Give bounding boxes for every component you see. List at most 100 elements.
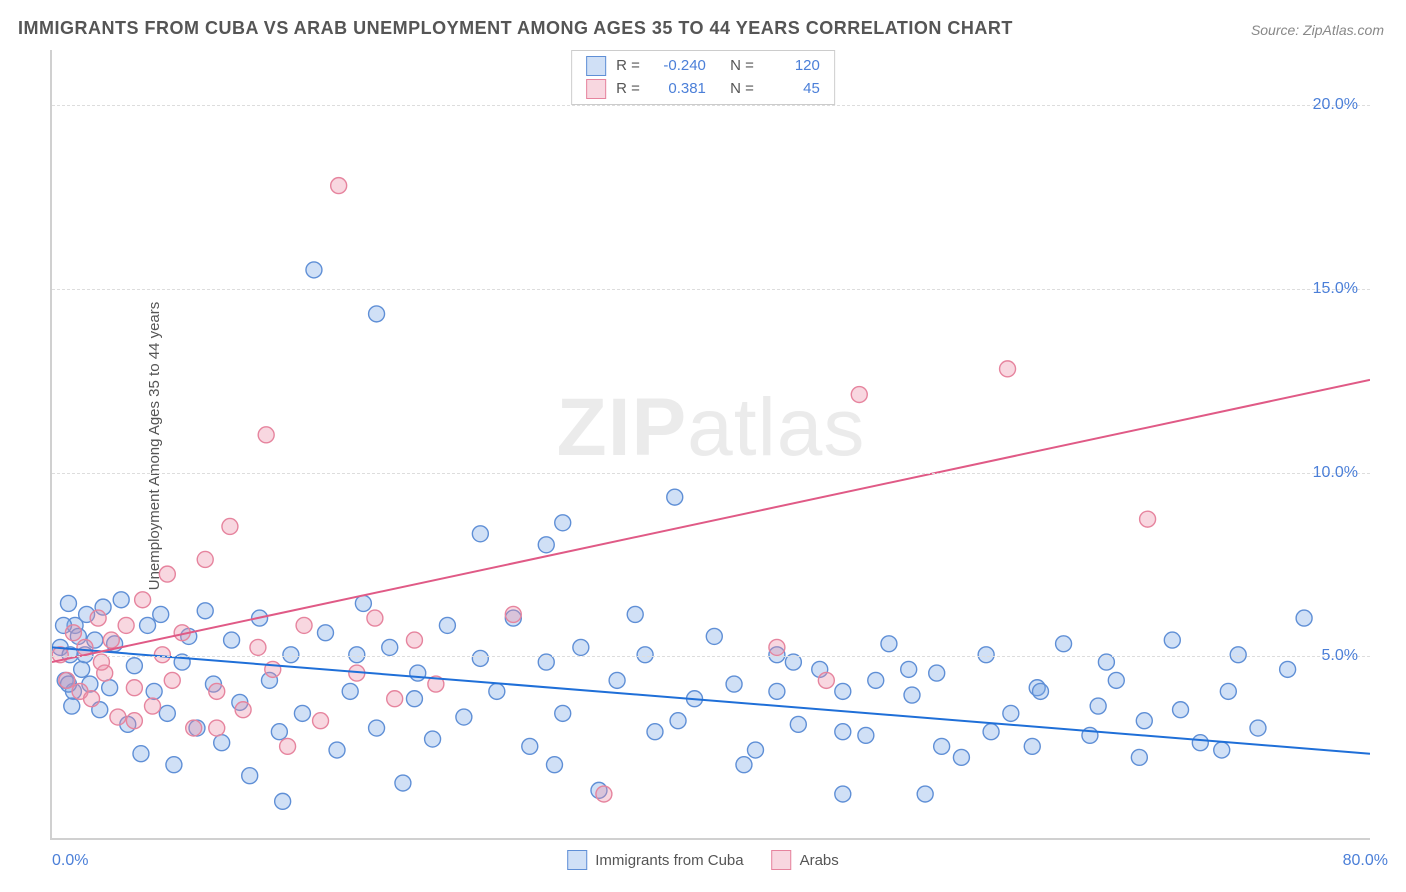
data-point — [166, 757, 182, 773]
data-point — [505, 606, 521, 622]
data-point — [609, 672, 625, 688]
data-point — [118, 617, 134, 633]
data-point — [186, 720, 202, 736]
data-point — [317, 625, 333, 641]
legend-item-1: Immigrants from Cuba — [567, 850, 743, 870]
data-point — [881, 636, 897, 652]
legend-swatch-1 — [567, 850, 587, 870]
data-point — [355, 595, 371, 611]
data-point — [306, 262, 322, 278]
data-point — [1003, 705, 1019, 721]
data-point — [978, 647, 994, 663]
r-label-1: R = — [616, 55, 640, 78]
data-point — [1131, 749, 1147, 765]
data-point — [110, 709, 126, 725]
data-point — [1220, 683, 1236, 699]
data-point — [747, 742, 763, 758]
data-point — [296, 617, 312, 633]
data-point — [367, 610, 383, 626]
data-point — [835, 683, 851, 699]
n-value-2: 45 — [764, 78, 820, 101]
data-point — [917, 786, 933, 802]
data-point — [369, 306, 385, 322]
legend-item-2: Arabs — [772, 850, 839, 870]
data-point — [1296, 610, 1312, 626]
data-point — [65, 625, 81, 641]
data-point — [538, 537, 554, 553]
data-point — [1024, 738, 1040, 754]
data-point — [953, 749, 969, 765]
data-point — [146, 683, 162, 699]
data-point — [637, 647, 653, 663]
data-point — [84, 691, 100, 707]
data-point — [159, 705, 175, 721]
data-point — [818, 672, 834, 688]
n-label-2: N = — [730, 78, 754, 101]
data-point — [140, 617, 156, 633]
data-point — [74, 661, 90, 677]
data-point — [209, 683, 225, 699]
data-point — [790, 716, 806, 732]
data-point — [154, 647, 170, 663]
legend-label-2: Arabs — [800, 852, 839, 869]
swatch-series-2 — [586, 79, 606, 99]
data-point — [1280, 661, 1296, 677]
data-point — [90, 610, 106, 626]
data-point — [283, 647, 299, 663]
data-point — [647, 724, 663, 740]
data-point — [1033, 683, 1049, 699]
data-point — [294, 705, 310, 721]
y-tick: 5.0% — [1322, 647, 1358, 665]
r-value-1: -0.240 — [650, 55, 706, 78]
gridline — [52, 656, 1370, 657]
y-tick: 15.0% — [1313, 280, 1358, 298]
data-point — [1090, 698, 1106, 714]
data-point — [1000, 361, 1016, 377]
data-point — [224, 632, 240, 648]
data-point — [1230, 647, 1246, 663]
data-point — [670, 713, 686, 729]
data-point — [313, 713, 329, 729]
data-point — [736, 757, 752, 773]
data-point — [64, 698, 80, 714]
data-point — [835, 724, 851, 740]
data-point — [153, 606, 169, 622]
n-value-1: 120 — [764, 55, 820, 78]
trend-line — [52, 647, 1370, 753]
data-point — [456, 709, 472, 725]
data-point — [102, 680, 118, 696]
data-point — [342, 683, 358, 699]
x-tick-left: 0.0% — [52, 852, 88, 870]
data-point — [406, 632, 422, 648]
data-point — [858, 727, 874, 743]
data-point — [769, 639, 785, 655]
gridline — [52, 473, 1370, 474]
data-point — [331, 178, 347, 194]
data-point — [835, 786, 851, 802]
gridline — [52, 105, 1370, 106]
data-point — [1214, 742, 1230, 758]
data-point — [145, 698, 161, 714]
data-point — [214, 735, 230, 751]
data-point — [329, 742, 345, 758]
gridline — [52, 289, 1370, 290]
scatter-svg — [52, 50, 1370, 838]
data-point — [242, 768, 258, 784]
data-point — [929, 665, 945, 681]
data-point — [1056, 636, 1072, 652]
data-point — [126, 680, 142, 696]
data-point — [135, 592, 151, 608]
data-point — [901, 661, 917, 677]
series-legend: Immigrants from Cuba Arabs — [567, 850, 839, 870]
data-point — [706, 628, 722, 644]
data-point — [59, 672, 75, 688]
data-point — [851, 387, 867, 403]
data-point — [546, 757, 562, 773]
data-point — [258, 427, 274, 443]
n-label-1: N = — [730, 55, 754, 78]
correlation-legend: R = -0.240 N = 120 R = 0.381 N = 45 — [571, 50, 835, 105]
data-point — [425, 731, 441, 747]
data-point — [113, 592, 129, 608]
data-point — [439, 617, 455, 633]
data-point — [164, 672, 180, 688]
